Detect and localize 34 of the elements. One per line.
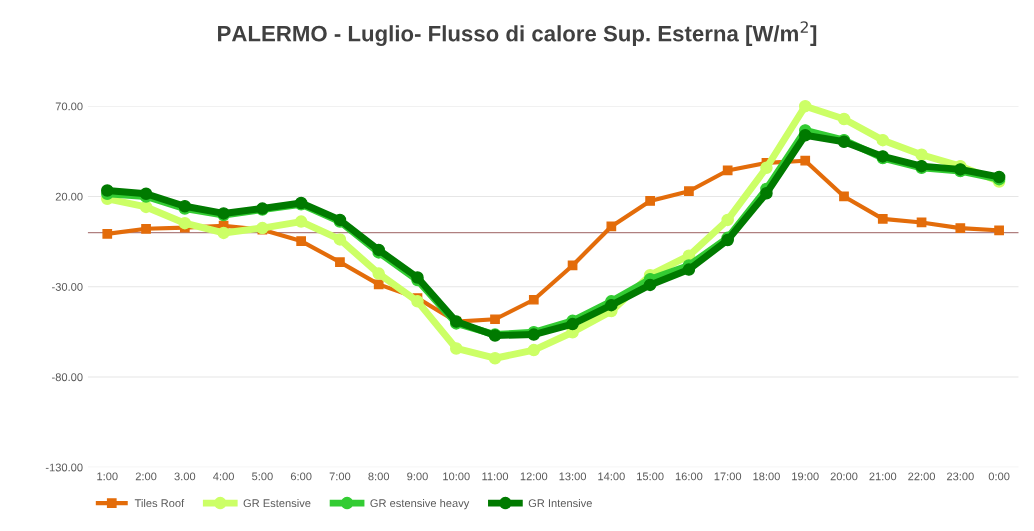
x-tick-label: 12:00 <box>520 472 548 481</box>
legend-label: GR estensive heavy <box>370 498 470 510</box>
x-tick-label: 14:00 <box>598 472 625 481</box>
x-tick-label: 2:00 <box>135 472 157 481</box>
x-tick-label: 3.00 <box>174 472 196 481</box>
chart-title: PALERMO - Luglio- Flusso di calore Sup. Esterna [W/m$^{2}$] <box>218 21 817 46</box>
x-tick-label: 5:00 <box>252 472 273 481</box>
x-tick-label: 19:00 <box>792 472 819 481</box>
legend-label: Tiles Roof <box>134 498 185 508</box>
x-tick-label: 8:00 <box>368 472 390 481</box>
x-tick-label: 23:00 <box>946 472 974 481</box>
x-tick-label: 13:00 <box>559 472 587 481</box>
y-tick-label: 20.00 <box>55 192 83 201</box>
x-tick-label: 4:00 <box>213 472 234 481</box>
x-tick-label: 10:00 <box>443 472 470 481</box>
y-tick-label: -130.00 <box>45 463 83 472</box>
x-tick-label: 15:00 <box>637 472 664 481</box>
x-tick-label: 16:00 <box>675 472 703 481</box>
legend-label: GR Intensive <box>528 498 592 508</box>
x-tick-label: 22:00 <box>908 472 936 481</box>
y-tick-label: -80.00 <box>52 373 83 382</box>
legend-label: GR Estensive <box>243 498 311 508</box>
x-tick-label: 18:00 <box>753 472 780 481</box>
x-tick-label: 20:00 <box>830 472 858 481</box>
x-tick-label: 9:00 <box>407 472 428 481</box>
y-tick-label: -30.00 <box>52 283 83 291</box>
x-tick-label: 6:00 <box>290 472 312 481</box>
x-tick-label: 11:00 <box>482 472 509 481</box>
x-tick-label: 21:00 <box>869 472 897 481</box>
x-tick-label: 17:00 <box>714 472 742 481</box>
x-tick-label: 1:00 <box>97 472 118 481</box>
y-tick-label: 70.00 <box>55 102 83 111</box>
x-tick-label: 7:00 <box>329 472 351 481</box>
x-tick-label: 0:00 <box>988 472 1010 481</box>
